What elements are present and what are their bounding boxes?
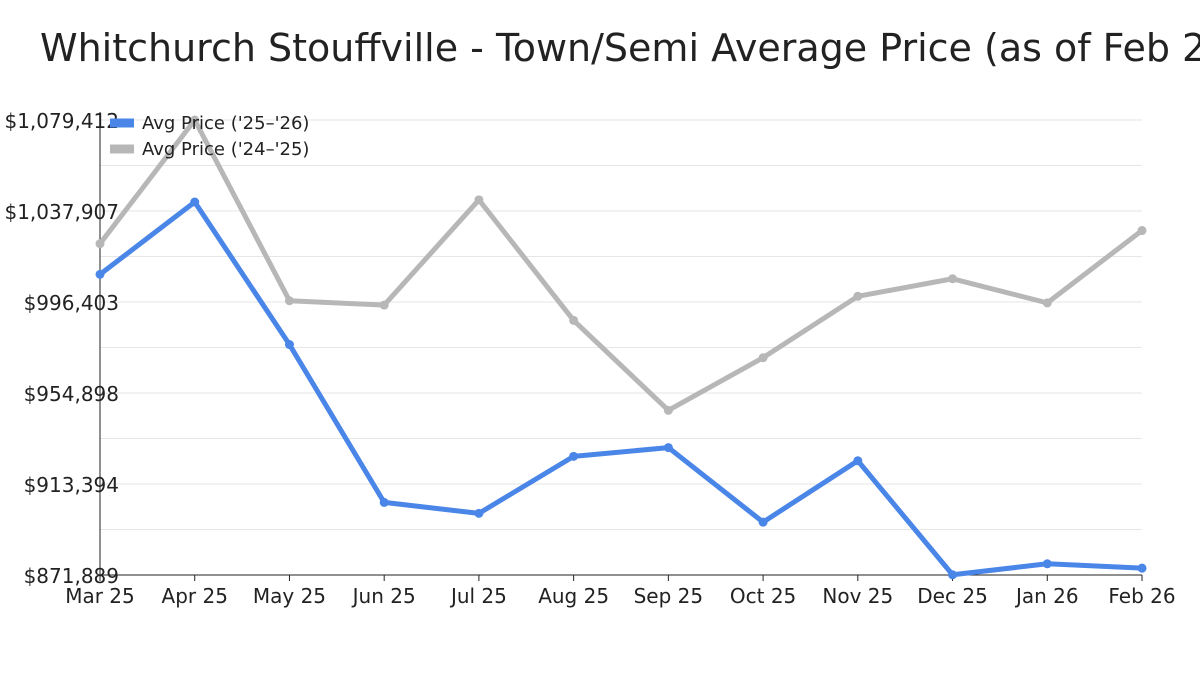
x-tick-label: May 25 [253,584,326,608]
data-point [569,315,579,325]
data-point [190,197,200,207]
data-point [853,456,863,466]
data-point [190,115,200,125]
x-tick-label: Apr 25 [162,584,228,608]
gridlines [100,119,1142,530]
data-point [1042,298,1052,308]
x-tick-label: Nov 25 [822,584,893,608]
data-point [758,353,768,363]
data-point [1137,563,1147,573]
data-point [569,451,579,461]
data-point [284,296,294,306]
data-point [853,291,863,301]
data-point [474,508,484,518]
y-tick-label: $996,403 [24,291,119,315]
x-tick-labels: Mar 25 Apr 25 May 25 Jun 25 Jul 25 Aug 25 Sep … [65,584,1175,608]
series-line [97,117,1145,413]
data-point [474,195,484,205]
x-tick-label: Oct 25 [730,584,796,608]
series-lines [95,115,1147,580]
legend: Avg Price ('25–'26) Avg Price ('24–'25) [110,113,309,160]
x-tick-label: Feb 26 [1108,584,1175,608]
data-point [948,570,958,580]
series-line [97,199,1145,578]
data-point [663,443,673,453]
x-tick-label: Dec 25 [917,584,988,608]
x-tick-label: Mar 25 [65,584,135,608]
data-point [95,269,105,279]
chart-title: Whitchurch Stouffville - Town/Semi Avera… [40,26,1200,70]
title-area: Whitchurch Stouffville - Town/Semi Avera… [0,0,1200,90]
data-point [1042,559,1052,569]
legend-label: Avg Price ('24–'25) [142,139,309,160]
y-tick-label: $954,898 [24,382,119,406]
x-tick-label: Jul 25 [449,584,507,608]
x-tick-label: Aug 25 [538,584,609,608]
x-tick-label: Jan 26 [1014,584,1079,608]
data-point [284,340,294,350]
data-point [379,497,389,507]
x-tick-label: Sep 25 [634,584,704,608]
y-tick-labels: $871,889 $913,394 $954,898 $996,403 $1,037,9… [4,109,119,588]
x-tick-label: Jun 25 [351,584,416,608]
axes [99,112,1143,581]
data-point [758,517,768,527]
data-point [948,274,958,284]
y-tick-label: $1,037,907 [4,200,119,224]
data-point [1137,226,1147,236]
y-tick-label: $913,394 [24,473,119,497]
y-tick-label: $871,889 [24,564,119,588]
y-tick-label: $1,079,412 [4,109,119,133]
legend-label: Avg Price ('25–'26) [142,113,309,134]
data-point [663,405,673,415]
data-point [379,300,389,310]
data-point [95,239,105,249]
